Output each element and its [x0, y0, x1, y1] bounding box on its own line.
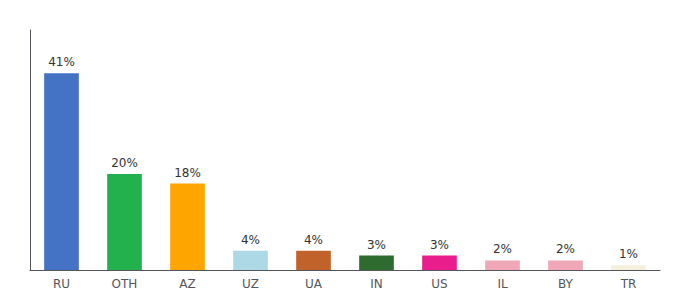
svg-text:3%: 3%	[430, 238, 449, 252]
svg-text:BY: BY	[558, 277, 574, 291]
svg-text:OTH: OTH	[112, 277, 138, 291]
svg-text:18%: 18%	[174, 166, 201, 180]
svg-text:2%: 2%	[493, 242, 512, 256]
svg-text:UA: UA	[305, 277, 323, 291]
svg-text:AZ: AZ	[179, 277, 195, 291]
svg-text:RU: RU	[53, 277, 70, 291]
svg-text:IN: IN	[370, 277, 383, 291]
svg-text:4%: 4%	[241, 233, 260, 247]
svg-text:1%: 1%	[619, 247, 638, 261]
svg-text:41%: 41%	[48, 55, 75, 69]
svg-text:IL: IL	[497, 277, 508, 291]
svg-text:3%: 3%	[367, 238, 386, 252]
svg-text:US: US	[431, 277, 447, 291]
svg-text:TR: TR	[620, 277, 637, 291]
svg-text:2%: 2%	[556, 242, 575, 256]
svg-text:UZ: UZ	[242, 277, 259, 291]
svg-text:4%: 4%	[304, 233, 323, 247]
svg-text:20%: 20%	[111, 156, 138, 170]
